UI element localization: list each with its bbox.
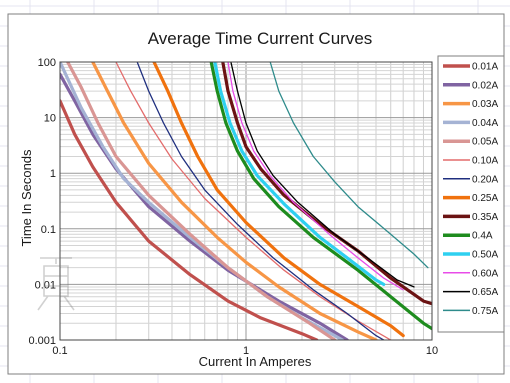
- legend-label: 0.65A: [472, 287, 498, 298]
- series-line-0.75A: [269, 62, 429, 269]
- legend-label: 0.25A: [472, 193, 498, 204]
- legend-label: 0.60A: [472, 268, 498, 279]
- series-line-0.35A: [221, 62, 432, 306]
- legend-label: 0.04A: [472, 118, 498, 129]
- series-line-0.65A: [230, 62, 415, 288]
- y-axis-label: Time In Seconds: [19, 149, 34, 247]
- chart-title: Average Time Current Curves: [148, 29, 373, 48]
- legend-label: 0.4A: [472, 231, 493, 242]
- series-line-0.10A: [115, 62, 392, 340]
- series-line-0.4A: [209, 62, 432, 331]
- y-axis-ticks: 100 10 1 0.1 0.01 0.001: [28, 57, 56, 347]
- legend-label: 0.02A: [472, 80, 498, 91]
- x-tick-label: 0.1: [52, 345, 67, 357]
- x-tick-label: 1: [243, 345, 249, 357]
- watermark-glyph: [37, 257, 75, 311]
- legend-items: 0.01A 0.02A 0.03A 0.04A 0.05A 0.10A 0.20A 0.25A…: [443, 62, 498, 317]
- legend-label: 0.20A: [472, 174, 498, 185]
- chart-area: [7, 13, 505, 375]
- series-line-0.05A: [66, 62, 337, 340]
- legend-label: 0.35A: [472, 212, 498, 223]
- series-line-0.02A: [60, 72, 349, 340]
- x-axis-label: Current In Amperes: [199, 354, 312, 369]
- x-axis-ticks: 0.1 1 10: [52, 345, 438, 357]
- series-line-0.01A: [60, 99, 319, 340]
- y-tick-label: 10: [44, 113, 56, 125]
- series-line-0.25A: [152, 62, 405, 338]
- legend-label: 0.05A: [472, 137, 498, 148]
- legend-label: 0.10A: [472, 156, 498, 167]
- legend-label: 0.50A: [472, 250, 498, 261]
- y-tick-label: 1: [50, 168, 56, 180]
- plot-border: [59, 61, 433, 341]
- y-tick-label: 0.1: [41, 224, 56, 236]
- legend-label: 0.01A: [472, 62, 498, 73]
- y-tick-label: 100: [38, 57, 56, 69]
- series-line-0.50A: [213, 62, 386, 286]
- legend-label: 0.03A: [472, 99, 498, 110]
- series-line-0.20A: [136, 62, 385, 340]
- x-tick-label: 10: [426, 345, 438, 357]
- y-tick-label: 0.001: [28, 335, 56, 347]
- series-line-0.60A: [227, 62, 404, 291]
- series-line-0.03A: [91, 62, 378, 340]
- y-tick-label: 0.01: [35, 279, 56, 291]
- series-lines: [60, 62, 432, 340]
- legend-label: 0.75A: [472, 306, 498, 317]
